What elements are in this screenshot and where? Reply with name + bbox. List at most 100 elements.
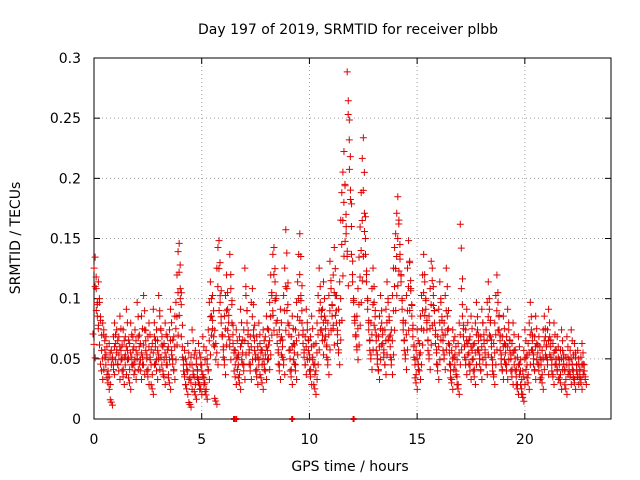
- data-point: [187, 403, 195, 411]
- data-point: [329, 271, 337, 279]
- data-point: [358, 216, 366, 224]
- data-point: [180, 373, 188, 381]
- data-point: [527, 326, 535, 334]
- data-point: [219, 353, 227, 361]
- data-point: [152, 367, 160, 375]
- data-point: [494, 289, 502, 297]
- data-point: [404, 346, 412, 354]
- data-point: [357, 299, 365, 307]
- data-point: [94, 278, 102, 286]
- data-point: [117, 346, 125, 354]
- data-point: [521, 326, 529, 334]
- data-point: [458, 301, 466, 309]
- data-point: [271, 278, 279, 286]
- data-point: [176, 261, 184, 269]
- data-point: [377, 292, 385, 300]
- data-point: [495, 313, 503, 321]
- data-point: [182, 381, 190, 389]
- data-point: [396, 250, 404, 258]
- data-point: [342, 230, 350, 238]
- data-point: [320, 295, 328, 303]
- data-point: [463, 305, 471, 313]
- data-point: [316, 298, 324, 306]
- data-point: [285, 346, 293, 354]
- data-point: [325, 292, 333, 300]
- data-point: [229, 331, 237, 339]
- data-point: [307, 333, 315, 341]
- data-point: [235, 333, 243, 341]
- data-point: [461, 343, 469, 351]
- data-point: [134, 313, 142, 321]
- data-point: [452, 367, 460, 375]
- data-point: [297, 292, 305, 300]
- data-point: [385, 333, 393, 341]
- data-point: [342, 210, 350, 218]
- data-point: [217, 287, 225, 295]
- data-point: [292, 361, 300, 369]
- data-point: [510, 346, 518, 354]
- data-point: [384, 298, 392, 306]
- data-point: [202, 391, 210, 399]
- data-point: [344, 111, 352, 119]
- data-point: [216, 259, 224, 267]
- y-tick-label: 0.1: [59, 292, 81, 308]
- data-point: [525, 319, 533, 327]
- data-point: [136, 367, 144, 375]
- zero-markers: [231, 416, 357, 422]
- chart-title: Day 197 of 2019, SRMTID for receiver plb…: [198, 22, 498, 38]
- data-point: [553, 333, 561, 341]
- data-point: [469, 367, 477, 375]
- data-point: [146, 353, 154, 361]
- data-point: [148, 385, 156, 393]
- data-point: [312, 340, 320, 348]
- data-point: [271, 265, 279, 273]
- data-point: [102, 333, 110, 341]
- data-point: [524, 340, 532, 348]
- data-point: [246, 361, 254, 369]
- data-point: [326, 257, 334, 265]
- data-point: [413, 355, 421, 363]
- data-point: [545, 305, 553, 313]
- data-point: [258, 379, 266, 387]
- data-point: [437, 298, 445, 306]
- data-point: [210, 333, 218, 341]
- data-point: [247, 376, 255, 384]
- data-point: [520, 346, 528, 354]
- data-point: [212, 340, 220, 348]
- data-point: [242, 292, 250, 300]
- data-point: [409, 333, 417, 341]
- data-point: [440, 319, 448, 327]
- data-point: [420, 289, 428, 297]
- data-point: [168, 319, 176, 327]
- x-tick-label: 15: [408, 432, 426, 448]
- data-point: [363, 278, 371, 286]
- data-point: [209, 316, 217, 324]
- data-point: [421, 271, 429, 279]
- data-point: [524, 371, 532, 379]
- data-point: [355, 253, 363, 261]
- data-point: [283, 285, 291, 293]
- data-point: [491, 319, 499, 327]
- data-point: [433, 349, 441, 357]
- data-point: [526, 361, 534, 369]
- data-point: [356, 223, 364, 231]
- data-point: [291, 367, 299, 375]
- data-point: [473, 313, 481, 321]
- data-point: [468, 356, 476, 364]
- data-point: [565, 361, 573, 369]
- data-point: [246, 333, 254, 341]
- data-point: [416, 349, 424, 357]
- x-axis-label: GPS time / hours: [291, 459, 408, 475]
- data-point: [316, 283, 324, 291]
- data-point: [232, 355, 240, 363]
- data-point: [544, 326, 552, 334]
- data-point: [559, 346, 567, 354]
- data-point: [248, 356, 256, 364]
- data-point: [229, 340, 237, 348]
- data-point: [206, 278, 214, 286]
- data-point: [395, 267, 403, 275]
- data-point: [533, 340, 541, 348]
- data-point: [172, 356, 180, 364]
- data-point: [280, 292, 288, 300]
- data-point: [412, 346, 420, 354]
